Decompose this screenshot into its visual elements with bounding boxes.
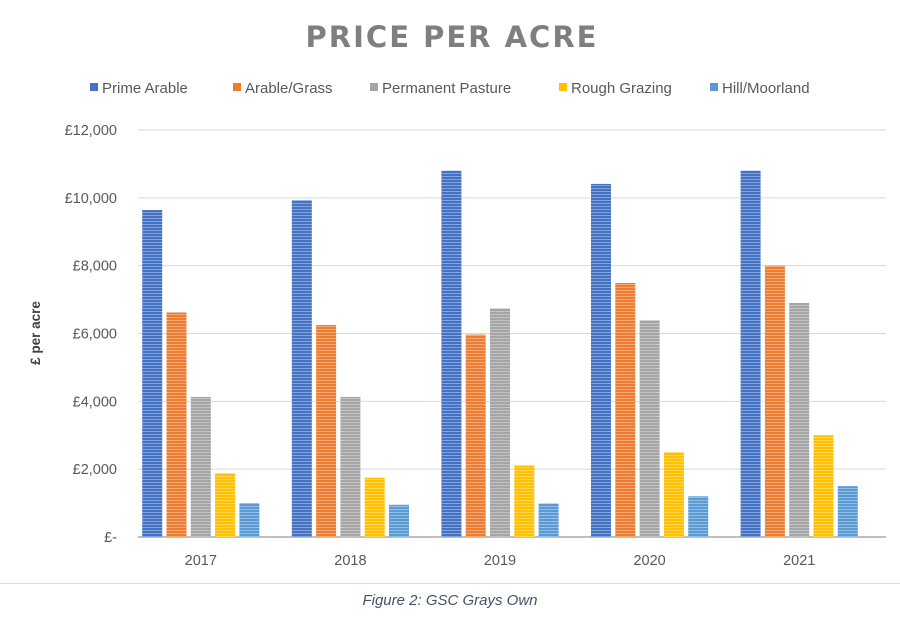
- legend-item: Rough Grazing: [559, 80, 672, 97]
- bar-permanent-pasture-2020: [639, 320, 660, 537]
- gridlines: [138, 129, 886, 538]
- bar-arable-grass-2018: [316, 325, 337, 537]
- x-tick-label: 2017: [185, 553, 217, 569]
- y-tick-label: £4,000: [73, 394, 117, 410]
- bar-rough-grazing-2017: [215, 473, 236, 537]
- y-axis-label: £ per acre: [28, 301, 43, 365]
- y-tick-label: £8,000: [73, 259, 117, 275]
- bar-rough-grazing-2021: [813, 435, 834, 537]
- chart-title: PRICE PER ACRE: [306, 20, 599, 54]
- bar-rough-grazing-2019: [514, 465, 535, 537]
- bar-rough-grazing-2020: [663, 452, 684, 537]
- bar-hill-moorland-2017: [239, 503, 260, 537]
- bar-rough-grazing-2018: [364, 477, 385, 537]
- legend-item: Prime Arable: [90, 80, 188, 97]
- bar-arable-grass-2020: [615, 282, 636, 537]
- bar-permanent-pasture-2019: [490, 308, 510, 537]
- legend-swatch: [710, 83, 718, 91]
- x-tick-label: 2018: [334, 553, 366, 569]
- bar-permanent-pasture-2021: [789, 302, 810, 537]
- bars: [142, 170, 858, 538]
- legend-item: Permanent Pasture: [370, 80, 511, 97]
- legend-label: Permanent Pasture: [382, 80, 511, 97]
- y-tick-label: £-: [104, 530, 117, 546]
- bar-prime-arable-2017: [142, 210, 163, 537]
- legend-label: Hill/Moorland: [722, 80, 810, 97]
- bar-permanent-pasture-2017: [190, 396, 211, 537]
- legend: Prime Arable Arable/Grass Permanent Pastur…: [90, 80, 810, 97]
- caption-divider: [0, 583, 900, 584]
- bar-prime-arable-2021: [740, 170, 761, 537]
- bar-prime-arable-2020: [591, 183, 611, 538]
- bar-arable-grass-2021: [764, 265, 785, 537]
- x-axis-ticks: 2017 2018 2019 2020 2021: [185, 553, 816, 569]
- figure-caption: Figure 2: GSC Grays Own: [362, 592, 538, 609]
- bar-prime-arable-2018: [291, 200, 312, 537]
- legend-item: Arable/Grass: [233, 80, 333, 97]
- legend-swatch: [90, 83, 98, 91]
- legend-label: Arable/Grass: [245, 80, 333, 97]
- bar-hill-moorland-2020: [688, 496, 709, 537]
- bar-permanent-pasture-2018: [340, 396, 361, 537]
- bar-chart: PRICE PER ACRE Prime Arable Arable/Grass P…: [28, 20, 886, 569]
- bar-hill-moorland-2021: [837, 486, 858, 537]
- bar-prime-arable-2019: [441, 170, 462, 537]
- legend-label: Prime Arable: [102, 80, 188, 97]
- bar-hill-moorland-2019: [538, 503, 559, 537]
- y-tick-label: £2,000: [73, 462, 117, 478]
- x-tick-label: 2019: [484, 553, 516, 569]
- bar-arable-grass-2019: [465, 334, 486, 537]
- y-tick-label: £12,000: [65, 123, 117, 139]
- legend-swatch: [370, 83, 378, 91]
- x-tick-label: 2020: [633, 553, 665, 569]
- bar-arable-grass-2017: [166, 312, 187, 537]
- legend-swatch: [233, 83, 241, 91]
- bar-hill-moorland-2018: [389, 504, 409, 537]
- y-tick-label: £6,000: [73, 327, 117, 343]
- legend-swatch: [559, 83, 567, 91]
- y-axis-ticks: £- £2,000 £4,000 £6,000 £8,000 £10,000 £12,000: [65, 123, 118, 546]
- legend-item: Hill/Moorland: [710, 80, 810, 97]
- x-tick-label: 2021: [783, 553, 815, 569]
- legend-label: Rough Grazing: [571, 80, 672, 97]
- y-tick-label: £10,000: [65, 191, 117, 207]
